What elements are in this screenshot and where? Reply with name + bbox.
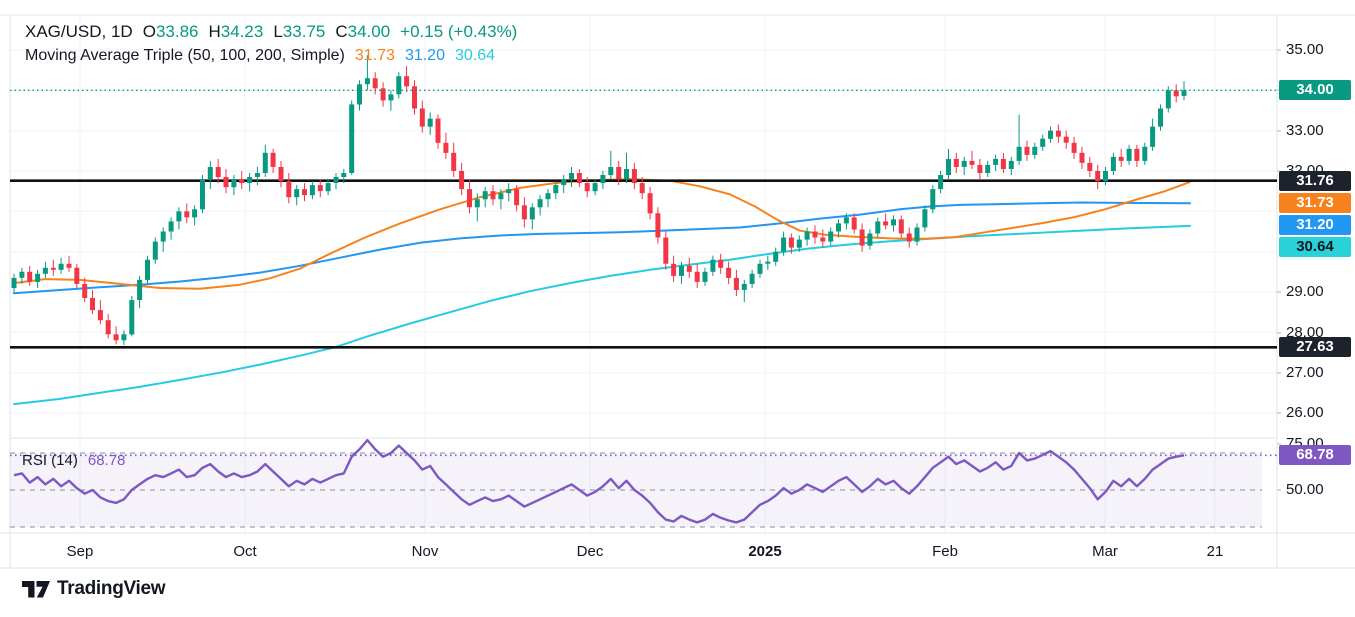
close-label: C: [335, 22, 348, 41]
ma100-value: 31.20: [404, 47, 445, 64]
price-badge: 31.73: [1279, 193, 1351, 213]
open-value: 33.86: [155, 22, 199, 41]
price-tick-label: 35.00: [1286, 41, 1324, 58]
time-axis-label: Oct: [233, 543, 257, 560]
price-tick-label: 33.00: [1286, 122, 1324, 139]
time-axis-label: Nov: [411, 543, 439, 560]
symbol-legend[interactable]: XAG/USD, 1D O33.86 H34.23 L33.75 C34.00 +0.15…: [25, 22, 517, 42]
high-label: H: [208, 22, 221, 41]
rsi-value: 68.78: [87, 452, 126, 469]
price-tick-label: 29.00: [1286, 283, 1324, 300]
ma50-value: 31.73: [354, 47, 395, 64]
tradingview-logo-text: TradingView: [57, 578, 166, 599]
price-tick-label: 27.00: [1286, 364, 1324, 381]
price-tick-label: 50.00: [1286, 481, 1324, 498]
price-badge: 31.20: [1279, 215, 1351, 235]
open-label: O: [142, 22, 156, 41]
time-axis-label: Feb: [932, 543, 958, 560]
ma-indicator-legend[interactable]: Moving Average Triple (50, 100, 200, Sim…: [25, 47, 495, 65]
price-badge: 31.76: [1279, 171, 1351, 191]
ma-indicator-title: Moving Average Triple (50, 100, 200, Sim…: [25, 47, 345, 64]
price-tick-label: 28.00: [1286, 324, 1324, 341]
price-badge: 30.64: [1279, 237, 1351, 257]
close-value: 34.00: [347, 22, 391, 41]
time-axis-label: Sep: [66, 543, 94, 560]
rsi-indicator-legend[interactable]: RSI (14) 68.78: [22, 452, 125, 469]
time-axis-label: 21: [1206, 543, 1224, 560]
change-value: +0.15 (+0.43%): [400, 22, 518, 41]
rsi-indicator-title: RSI (14): [22, 452, 78, 469]
price-badge: 34.00: [1279, 80, 1351, 100]
price-tick-label: 26.00: [1286, 404, 1324, 421]
time-axis-label: Mar: [1092, 543, 1118, 560]
tradingview-logo[interactable]: TradingView: [22, 578, 166, 600]
price-badge: 27.63: [1279, 337, 1351, 357]
low-value: 33.75: [282, 22, 326, 41]
low-label: L: [273, 22, 283, 41]
tradingview-logo-icon: [22, 580, 50, 597]
time-axis-label: Dec: [576, 543, 604, 560]
time-axis-label: 2025: [748, 543, 782, 560]
price-badge: 68.78: [1279, 445, 1351, 465]
symbol-title: XAG/USD, 1D: [25, 22, 133, 41]
high-value: 34.23: [220, 22, 264, 41]
ma200-value: 30.64: [454, 47, 496, 64]
